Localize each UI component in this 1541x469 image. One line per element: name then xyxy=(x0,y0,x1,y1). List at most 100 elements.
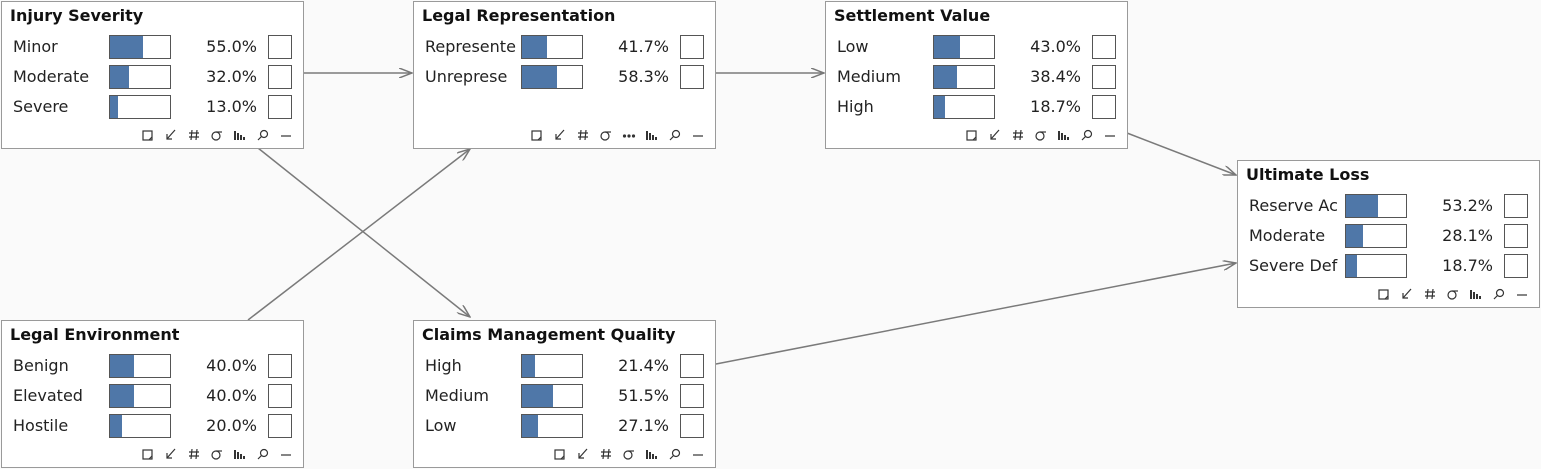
evidence-checkbox[interactable] xyxy=(680,414,704,438)
icon-arrow[interactable] xyxy=(553,128,567,142)
icon-sigma[interactable] xyxy=(210,447,224,461)
bar-fill xyxy=(110,66,130,88)
evidence-checkbox[interactable] xyxy=(680,65,704,89)
icon-bars[interactable] xyxy=(1469,287,1483,301)
icon-search[interactable] xyxy=(668,447,682,461)
icon-search[interactable] xyxy=(668,128,682,142)
toolbar xyxy=(141,128,293,142)
icon-bars[interactable] xyxy=(645,128,659,142)
icon-arrow[interactable] xyxy=(164,128,178,142)
node: Injury Severity Minor 55.0% Moderate 32.0% Se… xyxy=(1,1,304,149)
evidence-checkbox[interactable] xyxy=(1092,35,1116,59)
icon-sigma[interactable] xyxy=(1446,287,1460,301)
icon-sigma[interactable] xyxy=(1034,128,1048,142)
icon-search[interactable] xyxy=(1492,287,1506,301)
probability-label: 13.0% xyxy=(206,97,257,116)
icon-hash[interactable] xyxy=(1423,287,1437,301)
icon-minimize[interactable] xyxy=(1515,287,1529,301)
bar-fill xyxy=(110,355,134,377)
state-name: Benign xyxy=(13,356,69,375)
state-name: Unreprese xyxy=(425,67,508,86)
toolbar xyxy=(965,128,1117,142)
icon-arrow[interactable] xyxy=(164,447,178,461)
icon-sigma[interactable] xyxy=(622,447,636,461)
probability-bar xyxy=(521,414,583,438)
evidence-checkbox[interactable] xyxy=(1504,224,1528,248)
evidence-checkbox[interactable] xyxy=(268,384,292,408)
evidence-checkbox[interactable] xyxy=(268,65,292,89)
state-row: Moderate 32.0% xyxy=(2,65,303,89)
icon-bars[interactable] xyxy=(233,447,247,461)
state-name: Moderate xyxy=(1249,226,1326,245)
probability-label: 43.0% xyxy=(1030,37,1081,56)
icon-hash[interactable] xyxy=(187,128,201,142)
state-row: Represente 41.7% xyxy=(414,35,715,59)
toolbar xyxy=(553,447,705,461)
icon-hash[interactable] xyxy=(187,447,201,461)
evidence-checkbox[interactable] xyxy=(268,414,292,438)
icon-square[interactable] xyxy=(530,128,544,142)
node: Settlement Value Low 43.0% Medium 38.4% High 1… xyxy=(825,1,1128,149)
icon-minimize[interactable] xyxy=(691,128,705,142)
icon-square[interactable] xyxy=(1377,287,1391,301)
evidence-checkbox[interactable] xyxy=(1504,254,1528,278)
evidence-checkbox[interactable] xyxy=(680,35,704,59)
icon-arrow[interactable] xyxy=(988,128,1002,142)
probability-bar xyxy=(521,35,583,59)
icon-hash[interactable] xyxy=(576,128,590,142)
state-name: Reserve Ac xyxy=(1249,196,1338,215)
state-name: Represente xyxy=(425,37,516,56)
icon-sigma[interactable] xyxy=(599,128,613,142)
icon-search[interactable] xyxy=(1080,128,1094,142)
bar-fill xyxy=(934,96,946,118)
state-row: Minor 55.0% xyxy=(2,35,303,59)
icon-arrow[interactable] xyxy=(576,447,590,461)
state-name: Severe Def xyxy=(1249,256,1338,275)
evidence-checkbox[interactable] xyxy=(268,35,292,59)
probability-label: 32.0% xyxy=(206,67,257,86)
probability-bar xyxy=(1345,194,1407,218)
node: Ultimate Loss Reserve Ac 53.2% Moderate 28.1… xyxy=(1237,160,1540,308)
icon-minimize[interactable] xyxy=(279,447,293,461)
icon-square[interactable] xyxy=(553,447,567,461)
edge xyxy=(247,149,470,321)
probability-label: 20.0% xyxy=(206,416,257,435)
icon-bars[interactable] xyxy=(645,447,659,461)
state-name: Hostile xyxy=(13,416,69,435)
evidence-checkbox[interactable] xyxy=(268,95,292,119)
icon-minimize[interactable] xyxy=(1103,128,1117,142)
evidence-checkbox[interactable] xyxy=(1092,65,1116,89)
icon-sigma[interactable] xyxy=(210,128,224,142)
icon-arrow[interactable] xyxy=(1400,287,1414,301)
icon-search[interactable] xyxy=(256,128,270,142)
icon-square[interactable] xyxy=(141,128,155,142)
node: Claims Management Quality High 21.4% Medium… xyxy=(413,320,716,468)
node-title: Claims Management Quality xyxy=(422,325,676,344)
evidence-checkbox[interactable] xyxy=(680,384,704,408)
probability-bar xyxy=(109,95,171,119)
probability-bar xyxy=(521,384,583,408)
probability-label: 55.0% xyxy=(206,37,257,56)
icon-bars[interactable] xyxy=(233,128,247,142)
probability-bar xyxy=(109,35,171,59)
probability-bar xyxy=(933,35,995,59)
icon-square[interactable] xyxy=(965,128,979,142)
state-name: Minor xyxy=(13,37,58,56)
bar-fill xyxy=(934,36,960,58)
icon-minimize[interactable] xyxy=(279,128,293,142)
icon-square[interactable] xyxy=(141,447,155,461)
icon-more[interactable] xyxy=(622,128,636,142)
icon-hash[interactable] xyxy=(599,447,613,461)
probability-label: 40.0% xyxy=(206,386,257,405)
icon-search[interactable] xyxy=(256,447,270,461)
icon-bars[interactable] xyxy=(1057,128,1071,142)
evidence-checkbox[interactable] xyxy=(680,354,704,378)
state-row: High 18.7% xyxy=(826,95,1127,119)
evidence-checkbox[interactable] xyxy=(1504,194,1528,218)
evidence-checkbox[interactable] xyxy=(268,354,292,378)
icon-hash[interactable] xyxy=(1011,128,1025,142)
bar-fill xyxy=(110,36,143,58)
evidence-checkbox[interactable] xyxy=(1092,95,1116,119)
bar-fill xyxy=(522,355,535,377)
icon-minimize[interactable] xyxy=(691,447,705,461)
